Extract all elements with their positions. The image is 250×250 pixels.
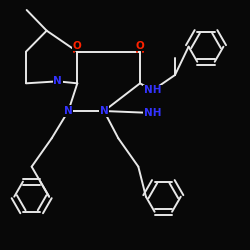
Text: N: N xyxy=(64,106,73,116)
Text: O: O xyxy=(73,41,82,51)
Text: N: N xyxy=(53,76,62,86)
Text: NH: NH xyxy=(144,108,162,118)
Text: NH: NH xyxy=(144,85,162,95)
Text: O: O xyxy=(136,41,144,51)
Text: N: N xyxy=(100,106,108,116)
